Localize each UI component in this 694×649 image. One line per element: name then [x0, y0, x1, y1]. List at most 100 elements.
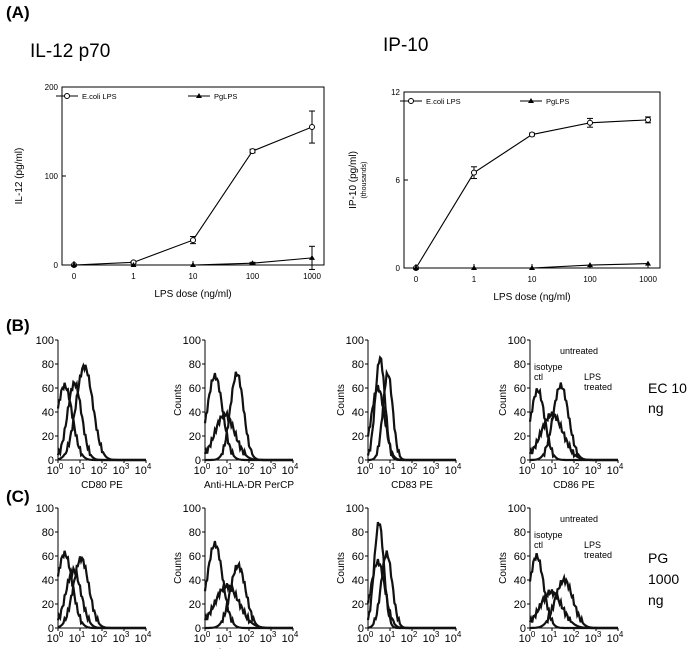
hist-r1c1-xtick-base: 10: [91, 465, 103, 477]
hist-r2c4-xtick-exponent: 2: [575, 630, 580, 639]
hist-r1c3-xtick-exponent: 4: [457, 462, 462, 471]
hist-r1c4-ylabel: Counts: [498, 384, 509, 416]
ip10-ytick-label: 12: [391, 88, 400, 97]
ip10-legend-label: E.coli LPS: [426, 97, 461, 106]
hist-r1c3-xtick-label: 102: [401, 462, 418, 477]
hist-r1c3-xtick-label: 101: [379, 462, 396, 477]
il12-legend-marker: [196, 93, 202, 98]
hist-r1c3-xtick-exponent: 0: [369, 462, 374, 471]
hist-r2c4-histogram-2: [528, 589, 618, 630]
il12-point: [309, 124, 315, 131]
hist-r2c3-ylabel: Counts: [336, 552, 347, 584]
hist-r1c3-histogram-3: [366, 384, 456, 462]
hist-r1c4-xtick-label: 104: [607, 462, 624, 477]
il12-xtick-label: 1: [131, 272, 136, 281]
hist-r2c3-ytick-label: 20: [352, 599, 364, 611]
hist-r2c2-ytick-label: 0: [195, 623, 201, 635]
hist-r2c4-xtick-label: 101: [541, 630, 558, 645]
il12-point: [309, 254, 315, 260]
hist-r1c3-ytick-label: 60: [352, 383, 364, 395]
il12-legend-label: E.coli LPS: [82, 92, 117, 101]
hist-r2c3-xtick-label: 103: [423, 630, 440, 645]
hist-r1c4-xtick-label: 103: [585, 462, 602, 477]
ip10-legend-marker: [408, 98, 414, 104]
hist-r2c4-annotation-lps-line: LPS: [584, 540, 601, 550]
hist-r1c4-xtick-label: 102: [563, 462, 580, 477]
hist-r2c4-xtick-base: 10: [541, 633, 553, 645]
hist-r1c2-xtick-exponent: 4: [294, 462, 299, 471]
hist-r2c4-annotation-lps: LPS treated: [584, 540, 612, 560]
hist-r2c3-xtick-exponent: 0: [369, 630, 374, 639]
hist-r1c1-ytick-label: 40: [42, 407, 54, 419]
row-label-c-line-1: PG: [648, 550, 669, 566]
ip10-plot-frame: [403, 91, 661, 269]
il12-xtick-label: 1000: [303, 272, 321, 281]
hist-r2c1-xtick-label: 103: [113, 630, 130, 645]
hist-r1c1-xtick-exponent: 1: [81, 462, 86, 471]
hist-r1c4-xtick-base: 10: [607, 465, 619, 477]
il12-xtick-label: 100: [246, 272, 260, 281]
hist-r1c2-xtick-exponent: 2: [250, 462, 255, 471]
hist-r2c3-xtick-base: 10: [357, 633, 369, 645]
hist-r1c4-xtick-base: 10: [563, 465, 575, 477]
hist-r1c1-xtick-exponent: 4: [147, 462, 152, 471]
hist-r1c2-ytick-label: 100: [183, 335, 201, 347]
hist-r1c4-ytick-label: 0: [520, 455, 526, 467]
panel-label-c: (C): [6, 487, 30, 506]
hist-r2c4-annotation-isotype-line: ctl: [534, 540, 543, 550]
hist-r2c4-xtick-base: 10: [585, 633, 597, 645]
hist-r1c4-ytick-label: 60: [514, 383, 526, 395]
ip10-series-1-line: [415, 119, 649, 269]
hist-r1c2-xtick-label: 103: [260, 462, 277, 477]
ip10-xtick-label: 1: [472, 275, 477, 284]
il12-ytick-label: 0: [54, 261, 59, 270]
hist-r2c1-xtick-exponent: 2: [103, 630, 108, 639]
hist-r1c3-xlabel: CD83 PE: [391, 480, 433, 491]
hist-r1c2-xtick-label: 104: [282, 462, 299, 477]
ip10-point: [645, 260, 651, 266]
hist-r1c4-ytick-label: 20: [514, 431, 526, 443]
hist-r1c1-xtick-exponent: 3: [125, 462, 130, 471]
ip10-ytick-label: 6: [396, 176, 401, 185]
hist-r2c2-xtick-label: 102: [238, 630, 255, 645]
il12-xtick-label: 10: [189, 272, 198, 281]
hist-r1c2-ytick-label: 0: [195, 455, 201, 467]
ip10-xtick-label: 10: [528, 275, 537, 284]
hist-r1c2-xtick-base: 10: [238, 465, 250, 477]
hist-r1c4-ytick-label: 80: [514, 359, 526, 371]
hist-r2c4-annotation-isotype: isotype ctl: [534, 530, 563, 550]
hist-r2c1-xtick-label: 104: [135, 630, 152, 645]
hist-r1c4-annotation-lps-line: LPS: [584, 372, 601, 382]
hist-r1c2-xtick-label: 101: [216, 462, 233, 477]
il12-ytick-label: 200: [45, 83, 59, 92]
hist-r1c4-xtick-exponent: 0: [531, 462, 536, 471]
hist-r1c2-ytick-label: 20: [189, 431, 201, 443]
hist-r1c3-ytick-label: 100: [346, 335, 364, 347]
ip10-point: [413, 265, 419, 270]
hist-r1c3-xtick-label: 104: [445, 462, 462, 477]
hist-r2c1-xtick-exponent: 1: [81, 630, 86, 639]
il12-xlabel: LPS dose (ng/ml): [154, 289, 231, 300]
hist-r2c3-xtick-base: 10: [423, 633, 435, 645]
hist-r2c2-xtick-label: 100: [194, 630, 211, 645]
hist-r2c3-ytick-label: 40: [352, 575, 364, 587]
hist-r2c4-xtick-label: 102: [563, 630, 580, 645]
ip10-point: [587, 119, 593, 126]
hist-r2c1-ytick-label: 100: [36, 503, 54, 515]
ip10-point: [587, 262, 593, 268]
ip10-legend-marker: [528, 98, 534, 103]
hist-r2c3-xtick-exponent: 2: [413, 630, 418, 639]
hist-r1c4-xtick-base: 10: [585, 465, 597, 477]
hist-r1c1-xtick-base: 10: [113, 465, 125, 477]
il12-point: [190, 262, 196, 267]
hist-r1c3-ytick-label: 40: [352, 407, 364, 419]
hist-r2c2-ytick-label: 80: [189, 527, 201, 539]
hist-r2c3-xtick-label: 100: [357, 630, 374, 645]
hist-r1c1-xtick-label: 104: [135, 462, 152, 477]
hist-r2c3-xtick-label: 101: [379, 630, 396, 645]
ip10-point: [529, 131, 535, 138]
hist-r2c1-xtick-base: 10: [69, 633, 81, 645]
hist-r2c2-xtick-label: 104: [282, 630, 299, 645]
hist-r1c2-xtick-exponent: 0: [206, 462, 211, 471]
